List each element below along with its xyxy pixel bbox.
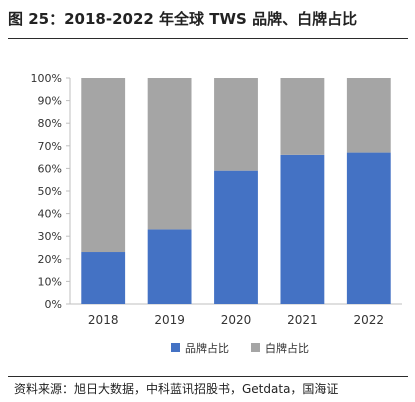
legend-label: 白牌占比 (265, 341, 309, 355)
bar-brand-share (280, 154, 325, 304)
y-tick-label: 80% (38, 117, 62, 130)
x-tick-label: 2018 (88, 313, 119, 327)
source-divider (8, 376, 408, 377)
title-divider (8, 38, 408, 39)
x-tick-label: 2022 (354, 313, 385, 327)
y-tick-label: 100% (31, 72, 62, 85)
y-tick-label: 50% (38, 185, 62, 198)
stacked-bar-chart: 0% 10% 20% 30% 40% 50% 60% 70% 80% 90% 100% 2018 201… (31, 72, 402, 355)
y-tick-label: 40% (38, 208, 62, 221)
y-tick-label: 20% (38, 253, 62, 266)
legend-swatch (251, 343, 260, 352)
bar-whitelabel-share (214, 78, 258, 171)
bar-whitelabel-share (346, 78, 391, 153)
y-tick-label: 0% (45, 298, 62, 311)
bar-brand-share (214, 170, 258, 304)
bar-brand-share (81, 252, 126, 304)
x-tick-label: 2021 (287, 313, 318, 327)
y-tick-label: 70% (38, 140, 62, 153)
source-note: 资料来源：旭日大数据，中科蓝讯招股书，Getdata，国海证 (14, 382, 339, 396)
y-tick-label: 30% (38, 230, 62, 243)
chart-area: 0% 10% 20% 30% 40% 50% 60% 70% 80% 90% 100% 2018 201… (0, 44, 415, 374)
bar-whitelabel-share (147, 78, 192, 230)
y-tick-label: 10% (38, 275, 62, 288)
x-tick-label: 2020 (221, 313, 252, 327)
figure-title: 图 25：2018-2022 年全球 TWS 品牌、白牌占比 (8, 10, 358, 28)
bar-whitelabel-share (81, 78, 126, 253)
x-tick-label: 2019 (154, 313, 185, 327)
y-tick-label: 90% (38, 95, 62, 108)
y-tick-label: 60% (38, 162, 62, 175)
legend-label: 品牌占比 (185, 341, 229, 355)
bar-brand-share (147, 229, 192, 304)
bar-whitelabel-share (280, 78, 325, 155)
bar-brand-share (346, 152, 391, 304)
legend-swatch (171, 343, 180, 352)
